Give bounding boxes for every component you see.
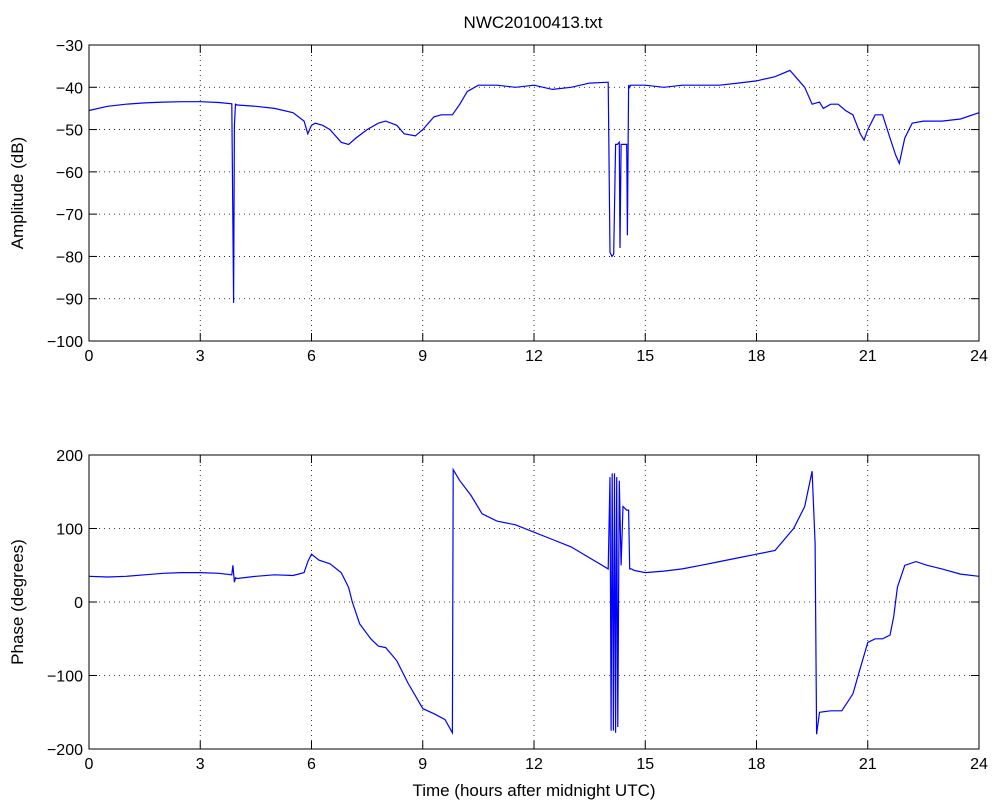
amplitude-x-tick-label: 15 bbox=[636, 348, 654, 365]
phase-y-tick-labels: 200 100 0 −100 −200 bbox=[47, 448, 83, 759]
amplitude-y-tick-labels: −30 −40 −50 −60 −70 −80 −90 −100 bbox=[47, 38, 83, 351]
amplitude-axes-box bbox=[88, 44, 980, 342]
phase-axes-box bbox=[88, 454, 980, 750]
phase-x-tick-label: 18 bbox=[748, 756, 766, 773]
phase-x-tick-label: 21 bbox=[859, 756, 877, 773]
amplitude-x-tick-label: 0 bbox=[85, 348, 94, 365]
amplitude-y-tick-label: −80 bbox=[56, 249, 83, 266]
phase-y-tick-label: −100 bbox=[47, 669, 83, 686]
phase-x-tick-label: 24 bbox=[970, 756, 988, 773]
amplitude-x-tick-label: 24 bbox=[970, 348, 988, 365]
phase-y-tick-label: 0 bbox=[74, 595, 83, 612]
phase-x-tick-labels: 0 3 6 9 12 15 18 21 24 bbox=[85, 756, 988, 773]
phase-y-tick-label: 100 bbox=[56, 522, 83, 539]
phase-y-tick-label: 200 bbox=[56, 448, 83, 465]
phase-x-axis-label: Time (hours after midnight UTC) bbox=[412, 781, 655, 800]
phase-axes: 0 3 6 9 12 15 18 21 24 200 100 0 −100 −200 Phase (de… bbox=[8, 448, 988, 800]
phase-x-tick-label: 12 bbox=[525, 756, 543, 773]
amplitude-y-tick-label: −70 bbox=[56, 207, 83, 224]
amplitude-x-tick-label: 12 bbox=[525, 348, 543, 365]
phase-x-tick-label: 9 bbox=[418, 756, 427, 773]
amplitude-y-tick-label: −40 bbox=[56, 80, 83, 97]
amplitude-grid bbox=[89, 45, 979, 341]
amplitude-x-tick-label: 6 bbox=[307, 348, 316, 365]
phase-x-tick-label: 15 bbox=[636, 756, 654, 773]
amplitude-plot-area bbox=[89, 45, 979, 341]
amplitude-y-axis-label: Amplitude (dB) bbox=[8, 137, 27, 249]
phase-x-tick-label: 0 bbox=[85, 756, 94, 773]
phase-y-tick-label: −200 bbox=[47, 742, 83, 759]
phase-series-line bbox=[88, 467, 980, 736]
figure-title: NWC20100413.txt bbox=[464, 13, 603, 32]
phase-x-tick-label: 3 bbox=[196, 756, 205, 773]
amplitude-x-tick-label: 3 bbox=[196, 348, 205, 365]
phase-x-tick-label: 6 bbox=[307, 756, 316, 773]
amplitude-y-tick-label: −50 bbox=[56, 123, 83, 140]
phase-y-axis-label: Phase (degrees) bbox=[8, 539, 27, 665]
phase-grid bbox=[89, 455, 979, 749]
amplitude-x-tick-labels: 0 3 6 9 12 15 18 21 24 bbox=[85, 348, 988, 365]
amplitude-x-tick-label: 9 bbox=[418, 348, 427, 365]
amplitude-series-line bbox=[88, 69, 980, 303]
amplitude-y-tick-label: −100 bbox=[47, 334, 83, 351]
amplitude-y-tick-label: −60 bbox=[56, 165, 83, 182]
amplitude-y-tick-label: −90 bbox=[56, 292, 83, 309]
amplitude-x-tick-label: 21 bbox=[859, 348, 877, 365]
amplitude-axes: 0 3 6 9 12 15 18 21 24 −30 −40 −50 −60 −70 −80 −90 −100… bbox=[8, 38, 988, 365]
amplitude-x-tick-label: 18 bbox=[748, 348, 766, 365]
amplitude-y-tick-label: −30 bbox=[56, 38, 83, 55]
